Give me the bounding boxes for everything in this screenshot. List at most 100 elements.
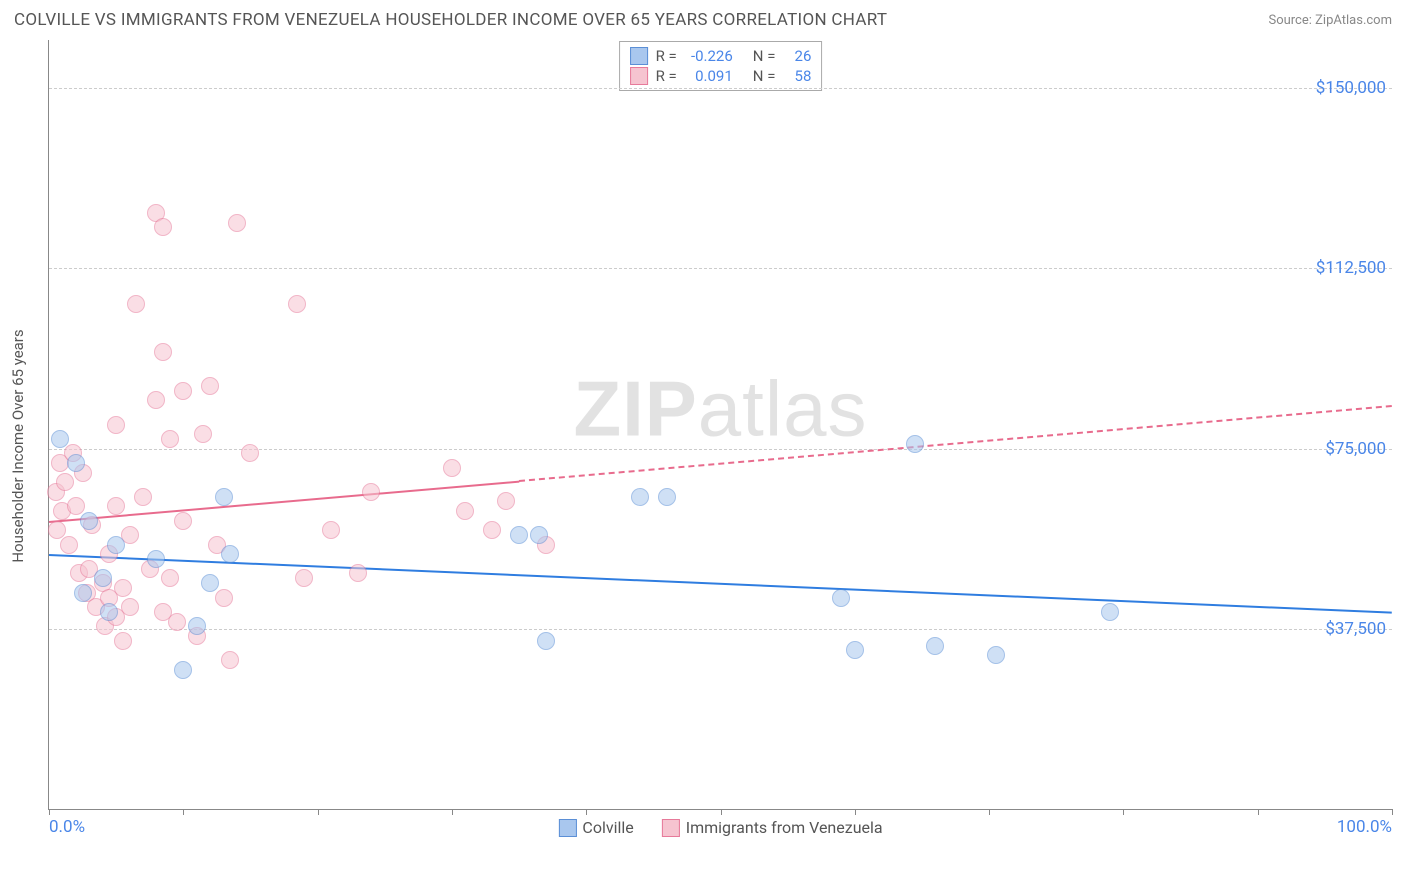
pink-data-point	[56, 473, 74, 491]
x-tick	[586, 809, 587, 815]
x-tick	[318, 809, 319, 815]
pink-data-point	[107, 416, 125, 434]
legend-swatch	[558, 819, 576, 837]
pink-data-point	[121, 598, 139, 616]
legend-item: Immigrants from Venezuela	[662, 818, 883, 837]
y-tick-label: $75,000	[1325, 439, 1386, 459]
pink-data-point	[295, 569, 313, 587]
watermark-light: atlas	[698, 365, 868, 453]
pink-data-point	[456, 502, 474, 520]
pink-data-point	[483, 521, 501, 539]
x-tick	[1258, 809, 1259, 815]
blue-data-point	[147, 550, 165, 568]
pink-data-point	[201, 377, 219, 395]
series-legend: Colville Immigrants from Venezuela	[558, 818, 882, 837]
y-axis-title: Householder Income Over 65 years	[9, 329, 27, 562]
pink-data-point	[215, 589, 233, 607]
pink-data-point	[322, 521, 340, 539]
blue-data-point	[530, 526, 548, 544]
gridline	[49, 629, 1392, 630]
pink-data-point	[288, 295, 306, 313]
y-tick-label: $150,000	[1316, 78, 1386, 98]
gridline	[49, 268, 1392, 269]
pink-data-point	[114, 579, 132, 597]
blue-data-point	[100, 603, 118, 621]
watermark-bold: ZIP	[573, 365, 697, 453]
pink-data-point	[168, 613, 186, 631]
pink-data-point	[161, 569, 179, 587]
blue-data-point	[987, 646, 1005, 664]
pink-data-point	[349, 564, 367, 582]
r-label: R =	[656, 47, 677, 65]
blue-data-point	[1101, 603, 1119, 621]
blue-data-point	[906, 435, 924, 453]
n-label: N =	[753, 67, 776, 85]
pink-data-point	[154, 343, 172, 361]
pink-data-point	[154, 218, 172, 236]
pink-data-point	[228, 214, 246, 232]
legend-swatch	[630, 47, 648, 65]
pink-data-point	[362, 483, 380, 501]
pink-data-point	[127, 295, 145, 313]
blue-trend-line	[49, 554, 1392, 614]
blue-data-point	[188, 617, 206, 635]
x-tick	[49, 809, 50, 815]
pink-data-point	[147, 391, 165, 409]
blue-data-point	[51, 430, 69, 448]
blue-data-point	[174, 661, 192, 679]
legend-swatch	[630, 67, 648, 85]
pink-data-point	[60, 536, 78, 554]
pink-data-point	[174, 512, 192, 530]
blue-data-point	[926, 637, 944, 655]
pink-data-point	[241, 444, 259, 462]
gridline	[49, 88, 1392, 89]
pink-data-point	[194, 425, 212, 443]
x-tick	[989, 809, 990, 815]
r-value: 0.091	[685, 67, 733, 85]
blue-data-point	[107, 536, 125, 554]
pink-trend-line	[519, 405, 1392, 482]
chart-plot-area: ZIPatlas R = -0.226 N = 26R = 0.091 N = 58 0.0…	[48, 40, 1392, 810]
blue-data-point	[846, 641, 864, 659]
pink-data-point	[107, 497, 125, 515]
legend-stat-row: R = 0.091 N = 58	[630, 66, 812, 86]
watermark: ZIPatlas	[573, 364, 867, 455]
source-attribution: Source: ZipAtlas.com	[1268, 13, 1392, 28]
r-label: R =	[656, 67, 677, 85]
blue-data-point	[221, 545, 239, 563]
pink-data-point	[134, 488, 152, 506]
blue-data-point	[510, 526, 528, 544]
x-axis-min-label: 0.0%	[49, 817, 85, 837]
y-tick-label: $112,500	[1316, 258, 1386, 278]
x-tick	[721, 809, 722, 815]
blue-data-point	[94, 569, 112, 587]
legend-item: Colville	[558, 818, 633, 837]
blue-data-point	[832, 589, 850, 607]
pink-data-point	[174, 382, 192, 400]
legend-swatch	[662, 819, 680, 837]
r-value: -0.226	[685, 47, 733, 65]
pink-data-point	[221, 651, 239, 669]
n-value: 26	[783, 47, 811, 65]
pink-data-point	[443, 459, 461, 477]
x-tick	[1392, 809, 1393, 815]
chart-title: COLVILLE VS IMMIGRANTS FROM VENEZUELA HO…	[14, 10, 887, 30]
blue-data-point	[631, 488, 649, 506]
blue-data-point	[658, 488, 676, 506]
pink-data-point	[161, 430, 179, 448]
n-value: 58	[783, 67, 811, 85]
n-label: N =	[753, 47, 776, 65]
x-tick	[183, 809, 184, 815]
y-tick-label: $37,500	[1325, 619, 1386, 639]
blue-data-point	[537, 632, 555, 650]
blue-data-point	[67, 454, 85, 472]
blue-data-point	[201, 574, 219, 592]
correlation-stats-legend: R = -0.226 N = 26 R = 0.091 N = 58	[619, 41, 823, 91]
x-tick	[1123, 809, 1124, 815]
legend-stat-row: R = -0.226 N = 26	[630, 46, 812, 66]
pink-data-point	[114, 632, 132, 650]
legend-label: Colville	[582, 818, 633, 837]
x-tick	[452, 809, 453, 815]
pink-data-point	[497, 492, 515, 510]
pink-data-point	[67, 497, 85, 515]
